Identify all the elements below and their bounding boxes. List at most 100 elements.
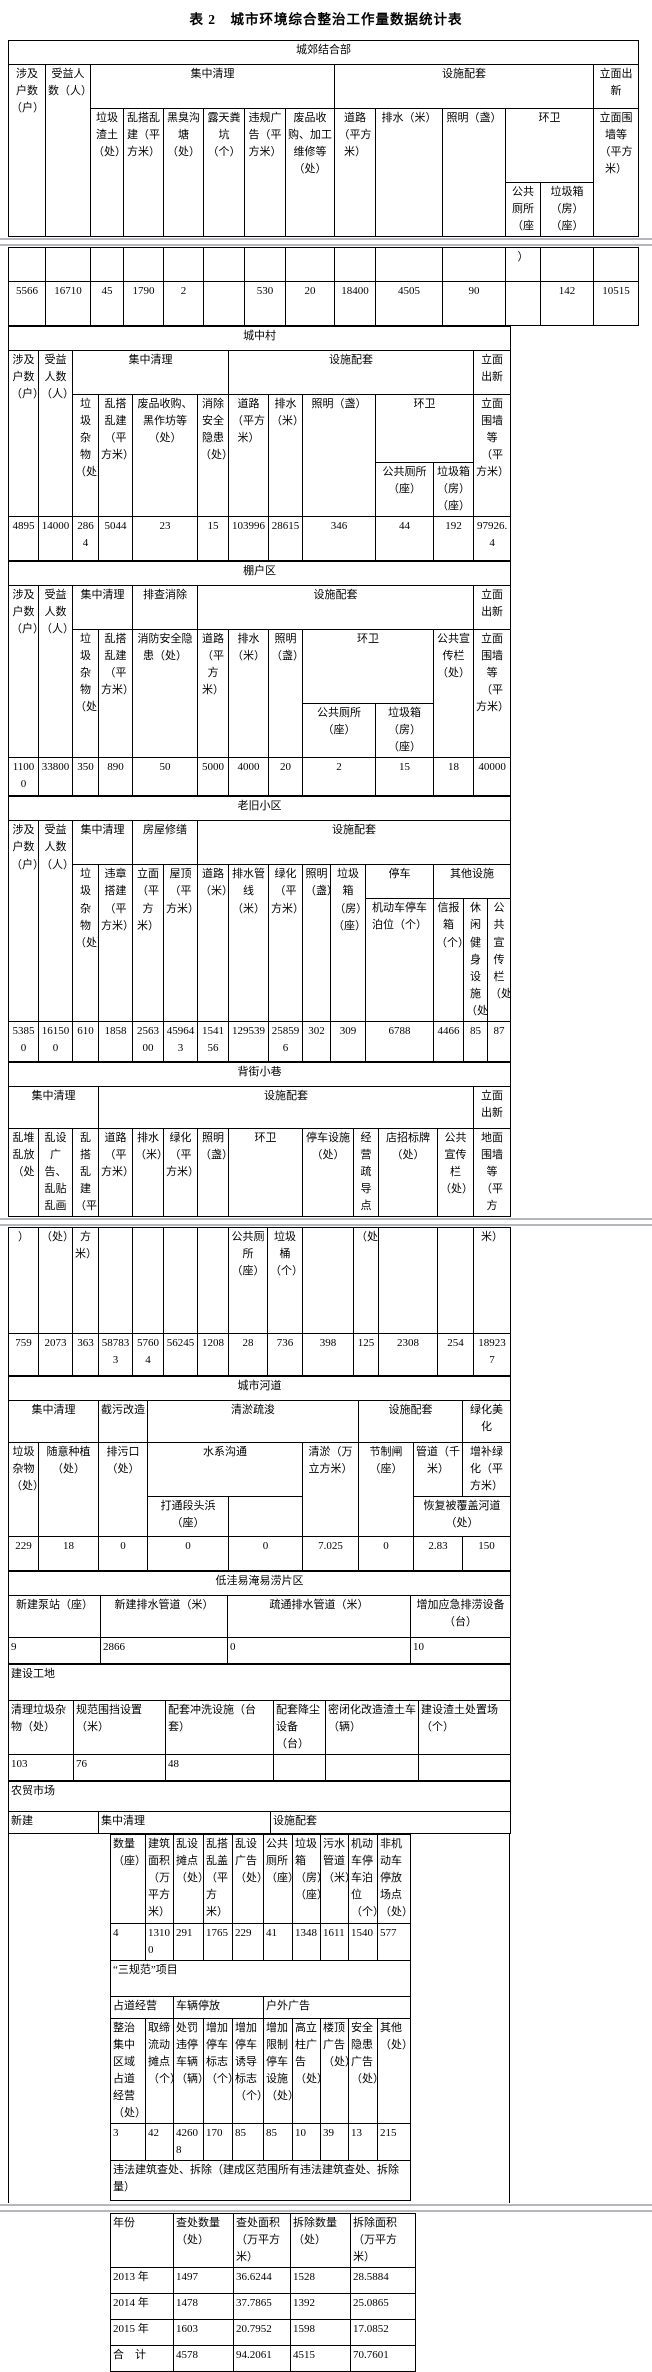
data-cell: 1478 [173,2293,234,2321]
data-cell: 6788 [365,1020,434,1062]
data-cell: 20 [285,281,335,327]
col-header: 取缔流动摊点（个） [145,2017,174,2124]
col-header: 建设渣土处置场（个） [417,1700,512,1756]
group-header: 水系沟通 [147,1441,303,1498]
group-header: 户外广告 [263,1995,411,2019]
col-header: 排水（米） [268,394,303,518]
data-cell: 229 [232,1922,264,1961]
data-cell: 229 [8,1536,39,1572]
data-cell: 57604 [132,1332,164,1376]
data-cell: 0 [227,1637,411,1665]
table-back-streets-data: ） （处） 方米） 公共厕所（座） 垃圾桶（个） （处） 米） 759 2073… [8,1226,511,1376]
table-urban-fringe-header: 城郊结合部 涉及户数（户） 受益人数（人） 集中清理 设施配套 立面出新 垃圾渣… [7,40,640,238]
col-header: 查处数量（处） [173,2212,234,2269]
data-cell: 189237 [473,1332,511,1376]
data-cell: 4505 [375,281,443,327]
table-flood-prone-area: 低洼易淹易涝片区 新建泵站（座） 新建排水管道（米） 疏通排水管道（米） 增加应… [8,1571,511,1665]
col-header: 立面围墙等（平方米） [592,107,640,238]
group-header: 其他设施 [432,864,512,900]
data-cell: 44 [375,516,434,562]
data-cell [417,1754,512,1782]
empty-cell [437,1226,474,1334]
col-header: 配套降尘设备（台） [273,1700,326,1756]
col-header: 非机动车停放场点（处） [377,1834,411,1924]
data-cell: 1765 [203,1922,233,1961]
data-cell: 16710 [45,281,91,327]
empty-cell [163,1226,198,1334]
data-cell: 20 [268,757,303,797]
data-cell: 1858 [98,1020,133,1062]
continuation-cell: 米） [473,1226,511,1334]
col-header: 废品收购、黑作坊等（处） [132,394,198,518]
col-header: 受益人数（人） [38,585,73,759]
col-header: 公共厕所（座 [505,181,541,238]
data-cell: 170 [203,2122,233,2161]
col-header: 垃圾箱（房）（座） [330,864,366,1022]
col-header: 黑臭沟塘（处） [163,107,204,238]
empty-cell [163,247,204,283]
data-cell: 1603 [173,2319,234,2347]
data-cell: 1790 [123,281,164,327]
group-header: 占道经营 [110,1995,174,2019]
col-header: 查处面积（万平方米） [233,2212,291,2269]
data-cell: 1348 [292,1922,321,1961]
col-header: 增加限制停车设施（处） [263,2017,293,2124]
col-header: 公共厕所（座） [263,1834,293,1924]
group-header: 立面出新 [592,64,640,109]
group-header: 车辆停放 [173,1995,264,2019]
data-cell: 5566 [8,281,46,327]
data-cell: 736 [267,1332,303,1376]
group-header: 立面出新 [473,1085,511,1129]
data-cell: 42 [145,2122,174,2161]
col-header: 垃圾杂物（处） [72,629,99,759]
continuation-cell: （处） [38,1226,73,1334]
data-cell: 37.7865 [233,2293,291,2321]
col-header: 乱搭乱建（平 [72,1127,99,1217]
group-header: 设施配套 [358,1399,463,1443]
data-cell: 2 [163,281,204,327]
group-header: 环卫 [375,394,474,464]
col-header: 增补绿化（平方米） [461,1441,512,1498]
col-header: 立面（平方米） [132,864,164,1022]
data-cell: 0 [98,1536,148,1572]
col-header: 乱搭乱建（平方米） [123,107,164,238]
col-header: 垃圾杂物（处） [72,394,99,518]
section-title: 城中村 [7,326,512,352]
col-header: 排污口（处） [98,1441,148,1538]
data-cell: 18400 [334,281,376,327]
group-header: 集中清理 [72,350,229,396]
continuation-cell: 方米） [72,1226,99,1334]
table-illegal-building-yearly: 年份 查处数量（处） 查处面积（万平方米） 拆除数量（处） 拆除面积（万平方米）… [110,2212,416,2372]
col-header: 排水（米） [132,1127,164,1217]
col-header: 垃圾箱（房）（座） [292,1834,321,1924]
col-header: 规范围挡设置（米） [73,1700,166,1756]
col-header: 清理垃圾杂物（处） [8,1700,74,1756]
data-cell: 2 [302,757,376,797]
data-cell: 309 [330,1020,366,1062]
col-header: 垃圾桶（个） [267,1226,303,1334]
data-cell: 0 [228,1536,303,1572]
group-header: 绿化美化 [461,1399,512,1443]
col-header: 屋顶（平方米） [163,864,198,1022]
col-header: 新建泵站（座） [8,1595,101,1639]
data-cell: 258596 [268,1020,303,1062]
data-cell: 25.0865 [350,2293,416,2321]
group-header: 立面出新 [472,585,512,631]
col-header: 公共厕所（座） [228,1226,268,1334]
table-construction-site: 建设工地 清理垃圾杂物（处） 规范围挡设置（米） 配套冲洗设施（台套） 配套降尘… [7,1664,512,1782]
col-header: 涉及户数（户） [8,820,39,1022]
col-header: 乱设广告（处） [232,1834,264,1924]
col-header: 管道（千米） [413,1441,463,1498]
col-header: 消防安全隐患（处） [132,629,198,759]
col-header: 店招标牌（处） [378,1127,438,1217]
data-cell: 4578 [173,2345,234,2372]
empty-cell [334,247,376,283]
data-cell: 17.0852 [350,2319,416,2347]
empty-cell [45,247,91,283]
col-header: 垃圾杂物（处） [72,864,99,1022]
data-cell: 18 [38,1536,99,1572]
data-cell: 150 [461,1536,512,1572]
data-cell: 890 [98,757,133,797]
col-header: 恢复被覆盖河道（处） [412,1496,512,1538]
group-header: 排查消除 [132,585,198,631]
